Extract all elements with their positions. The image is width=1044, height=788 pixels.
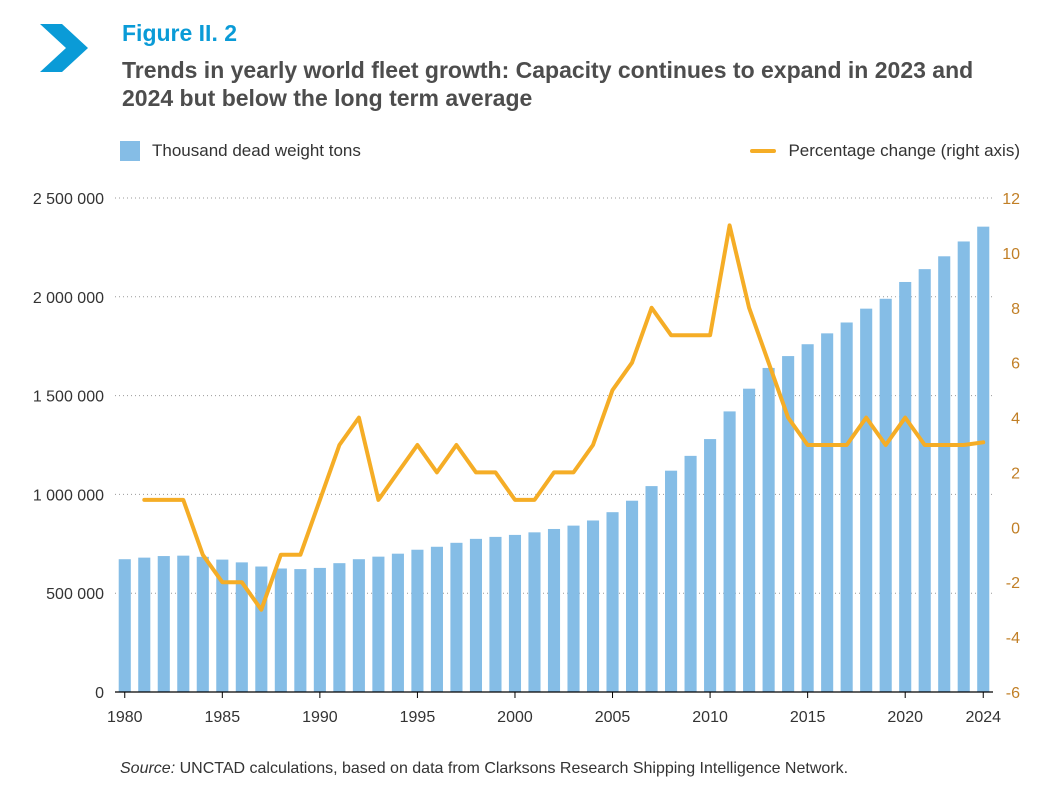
bar: [489, 536, 502, 692]
y-left-tick-label: 2 000 000: [33, 290, 104, 307]
x-tick-label: 1980: [107, 709, 143, 726]
y-right-tick-label: -6: [1006, 685, 1020, 702]
bar: [821, 333, 834, 692]
bar: [313, 567, 326, 692]
bar: [352, 559, 365, 692]
bar: [840, 322, 853, 692]
bar: [391, 553, 404, 692]
bar: [567, 525, 580, 692]
bar: [665, 470, 678, 692]
legend-line-label: Percentage change (right axis): [788, 141, 1020, 160]
bar: [528, 532, 541, 692]
bar: [704, 439, 717, 692]
y-left-tick-label: 1 000 000: [33, 487, 104, 504]
bar: [645, 486, 658, 692]
y-right-tick-label: -4: [1006, 630, 1020, 647]
y-left-tick-label: 0: [95, 685, 104, 702]
legend-bars-label: Thousand dead weight tons: [152, 141, 361, 160]
y-left-tick-label: 500 000: [46, 586, 104, 603]
x-tick-label: 1985: [205, 709, 241, 726]
source-prefix: Source:: [120, 760, 176, 777]
y-right-tick-label: 4: [1011, 411, 1020, 428]
bar: [274, 568, 287, 692]
bar: [743, 388, 756, 692]
chevron-icon: [40, 24, 88, 72]
bar: [450, 542, 463, 692]
x-tick-label: 2000: [497, 709, 533, 726]
bar: [606, 512, 619, 692]
legend-line: Percentage change (right axis): [750, 141, 1020, 161]
source-note: Source: UNCTAD calculations, based on da…: [120, 760, 848, 778]
bar: [430, 546, 443, 692]
bar: [762, 367, 775, 692]
figure-label: Figure II. 2: [122, 20, 238, 46]
bar: [235, 562, 248, 692]
bar: [196, 556, 209, 692]
bar: [508, 534, 522, 692]
y-right-tick-label: 8: [1011, 301, 1020, 318]
y-right-tick-label: 6: [1011, 356, 1020, 373]
y-right-tick-label: 10: [1002, 246, 1020, 263]
x-tick-label: 2010: [692, 709, 728, 726]
bar: [801, 344, 814, 692]
bar: [879, 298, 892, 692]
bar: [294, 569, 307, 692]
bar: [625, 500, 639, 692]
y-left-tick-label: 1 500 000: [33, 389, 104, 406]
series-line-percentage-change: [142, 223, 986, 612]
bar: [977, 226, 990, 693]
y-right-tick-label: 0: [1011, 520, 1020, 537]
y-right-tick-label: -2: [1006, 575, 1020, 592]
bar: [157, 556, 170, 692]
x-tick-label: 2024: [965, 709, 1001, 726]
bar: [138, 557, 151, 692]
y-right-tick-label: 2: [1011, 465, 1020, 482]
bar: [938, 256, 951, 692]
bar: [333, 563, 346, 692]
figure-title: Trends in yearly world fleet growth: Cap…: [122, 57, 974, 111]
legend-bars: Thousand dead weight tons: [120, 141, 361, 161]
legend-bars-swatch: [120, 141, 140, 161]
bar: [469, 538, 483, 692]
bar: [177, 555, 190, 692]
bar: [547, 528, 561, 692]
bar: [918, 269, 931, 692]
source-text: UNCTAD calculations, based on data from …: [175, 760, 849, 777]
x-tick-label: 2015: [790, 709, 826, 726]
x-tick-label: 1995: [400, 709, 436, 726]
x-tick-label: 2020: [887, 709, 923, 726]
bar: [899, 281, 912, 692]
bar: [957, 241, 970, 693]
x-tick-label: 1990: [302, 709, 338, 726]
legend-line-swatch: [750, 149, 777, 153]
bar: [586, 520, 600, 692]
bar: [782, 356, 795, 692]
y-left-tick-label: 2 500 000: [33, 191, 104, 208]
x-tick-label: 2005: [595, 709, 631, 726]
y-right-tick-label: 12: [1002, 191, 1020, 208]
bar: [118, 559, 131, 692]
bar: [411, 549, 424, 692]
bar: [255, 566, 268, 692]
bar: [860, 308, 873, 692]
bar: [372, 556, 385, 692]
bar: [723, 411, 736, 692]
bar: [216, 559, 229, 692]
bar: [684, 455, 697, 692]
